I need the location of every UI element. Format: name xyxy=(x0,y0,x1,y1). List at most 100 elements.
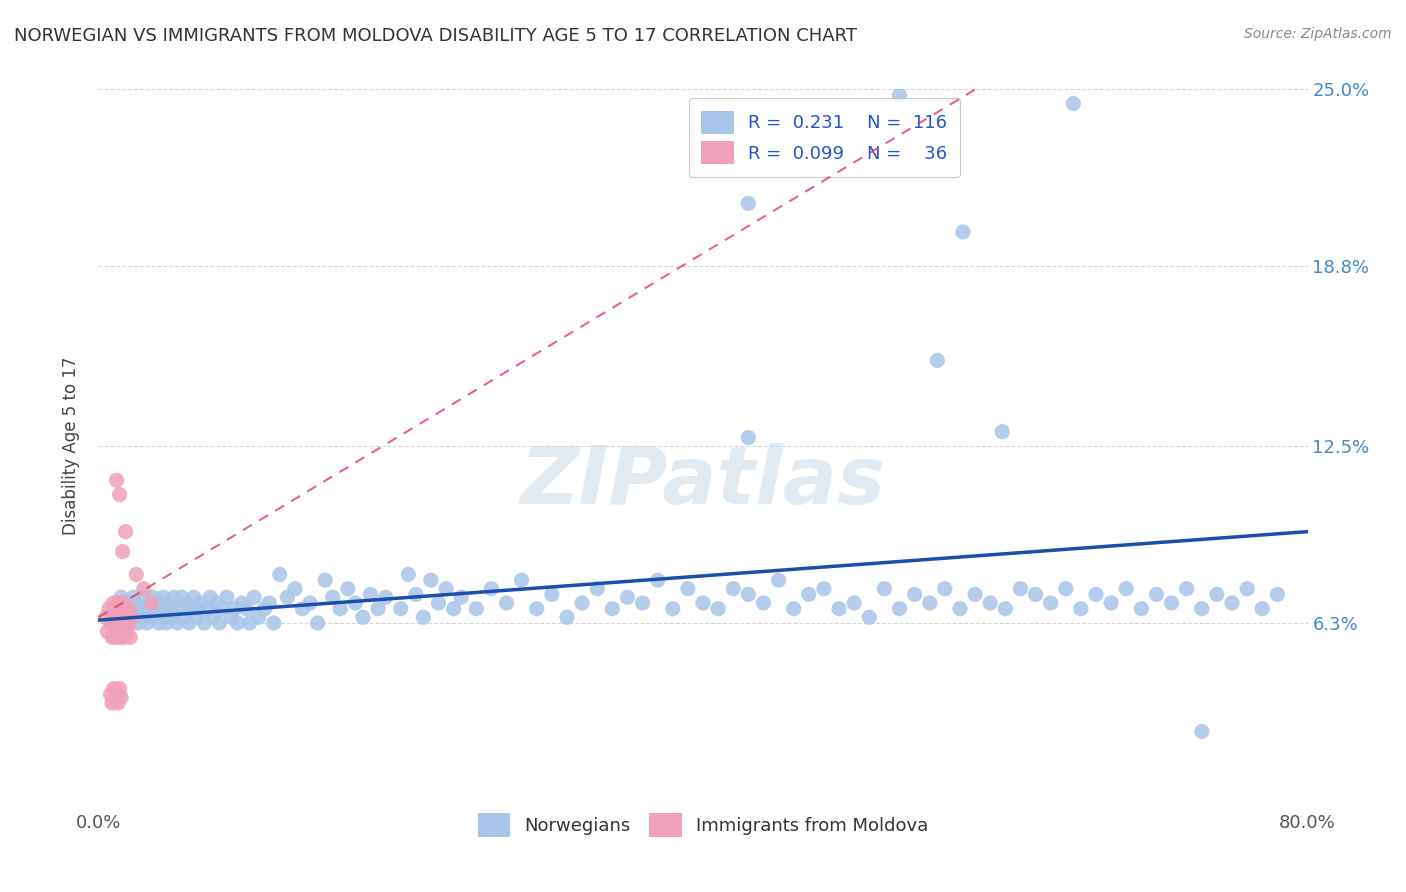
Point xyxy=(344,596,367,610)
Point xyxy=(202,610,225,624)
Point xyxy=(107,610,129,624)
Point xyxy=(427,596,450,610)
Point xyxy=(132,582,155,596)
Point xyxy=(322,591,344,605)
Point xyxy=(112,630,135,644)
Point xyxy=(526,601,548,615)
Point xyxy=(101,696,124,710)
Point xyxy=(1010,582,1032,596)
Point xyxy=(155,615,177,630)
Point xyxy=(405,587,427,601)
Point xyxy=(110,601,132,615)
Point xyxy=(1130,601,1153,615)
Point xyxy=(873,582,896,596)
Point xyxy=(122,591,145,605)
Point xyxy=(1085,587,1108,601)
Point xyxy=(211,601,233,615)
Point xyxy=(121,601,143,615)
Point xyxy=(1220,596,1243,610)
Point xyxy=(193,615,215,630)
Point xyxy=(616,591,638,605)
Point xyxy=(94,610,117,624)
Point xyxy=(104,690,127,705)
Point xyxy=(284,582,307,596)
Point xyxy=(991,425,1014,439)
Point xyxy=(112,610,135,624)
Point xyxy=(465,601,488,615)
Y-axis label: Disability Age 5 to 17: Disability Age 5 to 17 xyxy=(62,357,80,535)
Point xyxy=(180,601,202,615)
Point xyxy=(844,596,866,610)
Text: Source: ZipAtlas.com: Source: ZipAtlas.com xyxy=(1244,27,1392,41)
Point xyxy=(247,610,270,624)
Point xyxy=(571,596,593,610)
Point xyxy=(307,615,329,630)
Point xyxy=(231,596,253,610)
Point xyxy=(1236,582,1258,596)
Point xyxy=(108,681,131,696)
Point xyxy=(120,630,142,644)
Point xyxy=(108,615,131,630)
Point xyxy=(389,601,412,615)
Point xyxy=(555,610,578,624)
Point xyxy=(360,587,382,601)
Point xyxy=(124,610,146,624)
Point xyxy=(918,596,941,610)
Point xyxy=(420,573,443,587)
Point xyxy=(1099,596,1122,610)
Point xyxy=(221,610,243,624)
Point xyxy=(352,610,374,624)
Point xyxy=(443,601,465,615)
Point xyxy=(118,615,141,630)
Point xyxy=(291,601,314,615)
Point xyxy=(135,615,157,630)
Point xyxy=(586,582,609,596)
Point xyxy=(205,596,228,610)
Point xyxy=(170,591,193,605)
Point xyxy=(263,615,285,630)
Point xyxy=(107,630,129,644)
Point xyxy=(1160,596,1182,610)
Point xyxy=(904,587,927,601)
Point xyxy=(172,610,194,624)
Point xyxy=(602,601,624,615)
Point xyxy=(160,601,183,615)
Point xyxy=(329,601,352,615)
Point xyxy=(797,587,820,601)
Point xyxy=(103,681,125,696)
Point xyxy=(257,596,280,610)
Point xyxy=(450,591,472,605)
Point xyxy=(136,601,159,615)
Point xyxy=(107,696,129,710)
Point xyxy=(110,630,132,644)
Point xyxy=(115,610,138,624)
Point xyxy=(105,473,128,487)
Point xyxy=(314,573,336,587)
Point xyxy=(110,690,132,705)
Point xyxy=(132,610,155,624)
Point xyxy=(187,601,209,615)
Point xyxy=(148,615,170,630)
Point xyxy=(195,601,218,615)
Point xyxy=(979,596,1001,610)
Point xyxy=(118,601,141,615)
Point xyxy=(239,615,262,630)
Legend: Norwegians, Immigrants from Moldova: Norwegians, Immigrants from Moldova xyxy=(471,806,935,844)
Point xyxy=(208,615,231,630)
Point xyxy=(107,615,129,630)
Point xyxy=(200,591,222,605)
Point xyxy=(768,573,790,587)
Point xyxy=(115,624,138,639)
Point xyxy=(1062,96,1084,111)
Point xyxy=(156,596,179,610)
Point xyxy=(111,615,134,630)
Point xyxy=(226,615,249,630)
Point xyxy=(163,591,186,605)
Point xyxy=(737,587,759,601)
Point xyxy=(934,582,956,596)
Point xyxy=(190,596,212,610)
Point xyxy=(396,567,419,582)
Point xyxy=(412,610,434,624)
Point xyxy=(104,610,127,624)
Point xyxy=(1251,601,1274,615)
